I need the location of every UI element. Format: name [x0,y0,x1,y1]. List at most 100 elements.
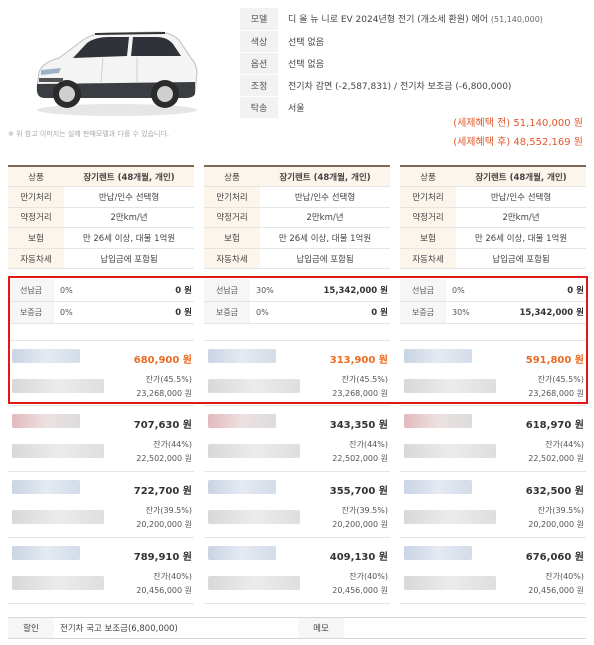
offer-row: 632,500 원 잔가(39.5%) 20,200,000 원 [400,472,586,538]
monthly-rent: 680,900 원 [133,354,192,366]
blurred-provider-name [208,378,300,393]
info-label: 자동차세 [204,248,260,270]
spec-label: 조정 [240,73,278,96]
info-label: 상품 [400,166,456,188]
image-disclaimer: ※ 위 참고 이미지는 실제 판매모델과 다를 수 있습니다. [8,130,170,138]
blurred-provider-logo [12,479,80,494]
residual-amount: 22,502,000 원 [136,453,192,463]
info-value: 장기렌트 (48개월, 개인) [260,166,390,188]
monthly-rent: 722,700 원 [133,485,192,497]
spec-label: 모델 [240,8,278,30]
info-value: 2만km/년 [260,207,390,229]
info-value: 반납/인수 선택형 [260,186,390,208]
monthly-rent: 409,130 원 [329,551,388,563]
deposit-amount: 0 원 [94,301,194,324]
offer-row: 591,800 원 잔가(45.5%) 23,268,000 원 [400,339,586,406]
monthly-rent: 313,900 원 [329,354,388,366]
blurred-provider-name [404,509,496,524]
info-value: 장기렌트 (48개월, 개인) [64,166,194,188]
blurred-provider-name [208,575,300,590]
prepay-label: 선납금 [8,279,54,302]
prepay-amount: 15,342,000 원 [290,279,390,302]
residual-amount: 23,268,000 원 [528,388,584,398]
info-label: 약정거리 [400,207,456,229]
residual-amount: 20,200,000 원 [528,519,584,529]
residual-amount: 22,502,000 원 [528,453,584,463]
quote-column-3: 상품 장기렌트 (48개월, 개인) 만기처리 반납/인수 선택형 약정거리 2만km… [400,165,586,604]
info-value: 반납/인수 선택형 [64,186,194,208]
deposit-table: 선납금 0% 0 원 보증금 30% 15,342,000 원 [400,279,586,324]
spec-value: 서울 [278,95,584,118]
spec-label: 옵션 [240,51,278,74]
blurred-provider-logo [208,348,276,363]
price-after-tax-benefit: (세제혜택 후) 48,552,169 원 [453,137,583,148]
spec-row-color: 색상 선택 없음 [240,29,584,52]
prepay-amount: 0 원 [486,279,586,302]
residual-amount: 20,200,000 원 [136,519,192,529]
info-label: 약정거리 [8,207,64,229]
residual-percent: 잔가(39.5%) [341,505,388,515]
deposit-table: 선납금 0% 0 원 보증금 0% 0 원 [8,279,194,324]
monthly-rent: 707,630 원 [133,419,192,431]
blurred-provider-name [208,443,300,458]
monthly-rent: 676,060 원 [525,551,584,563]
prepay-label: 선납금 [204,279,250,302]
residual-percent: 잔가(44%) [545,439,584,449]
blurred-provider-logo [12,413,80,428]
monthly-rent: 789,910 원 [133,551,192,563]
blurred-provider-logo [404,545,472,560]
spec-row-delivery: 탁송 서울 [240,95,584,118]
residual-percent: 잔가(39.5%) [537,505,584,515]
info-label: 자동차세 [8,248,64,270]
blurred-provider-name [12,443,104,458]
discount-value: 전기차 국고 보조금(6,800,000) [60,624,178,634]
price-before-tax-benefit: (세제혜택 전) 51,140,000 원 [453,118,583,129]
offer-row: 618,970 원 잔가(44%) 22,502,000 원 [400,406,586,472]
residual-percent: 잔가(44%) [153,439,192,449]
monthly-rent: 355,700 원 [329,485,388,497]
monthly-rent: 343,350 원 [329,419,388,431]
blurred-provider-logo [12,348,80,363]
info-label: 보험 [400,227,456,249]
blurred-provider-name [404,378,496,393]
deposit-table: 선납금 30% 15,342,000 원 보증금 0% 0 원 [204,279,390,324]
footer-table: 할인 전기차 국고 보조금(6,800,000) 메모 [8,617,586,639]
residual-amount: 20,456,000 원 [332,585,388,595]
blurred-provider-logo [404,479,472,494]
info-label: 만기처리 [8,186,64,208]
prepay-percent: 30% [250,279,290,302]
info-value: 2만km/년 [64,207,194,229]
info-label: 만기처리 [400,186,456,208]
spec-row-option: 옵션 선택 없음 [240,51,584,74]
offer-row: 343,350 원 잔가(44%) 22,502,000 원 [204,406,390,472]
offer-row: 789,910 원 잔가(40%) 20,456,000 원 [8,538,194,604]
blurred-provider-name [208,509,300,524]
spec-value: 디 올 뉴 니로 EV 2024년형 전기 (개소세 환원) 에어 [288,15,488,26]
deposit-percent: 30% [446,301,486,324]
info-value: 납입금에 포함됨 [260,248,390,270]
residual-percent: 잔가(44%) [349,439,388,449]
product-info-table: 상품 장기렌트 (48개월, 개인) 만기처리 반납/인수 선택형 약정거리 2만km… [400,165,586,270]
info-value: 만 26세 이상, 대물 1억원 [456,227,586,249]
blurred-provider-name [404,443,496,458]
spec-label: 탁송 [240,95,278,118]
spec-table: 모델 디 올 뉴 니로 EV 2024년형 전기 (개소세 환원) 에어 (51… [240,8,584,118]
residual-percent: 잔가(45.5%) [537,374,584,384]
offer-row: 313,900 원 잔가(45.5%) 23,268,000 원 [204,339,390,406]
blurred-provider-name [12,378,104,393]
residual-percent: 잔가(40%) [545,571,584,581]
offer-row: 722,700 원 잔가(39.5%) 20,200,000 원 [8,472,194,538]
info-value: 납입금에 포함됨 [64,248,194,270]
product-info-table: 상품 장기렌트 (48개월, 개인) 만기처리 반납/인수 선택형 약정거리 2만km… [204,165,390,270]
residual-percent: 잔가(39.5%) [145,505,192,515]
memo-label: 메모 [298,617,344,639]
residual-amount: 22,502,000 원 [332,453,388,463]
blurred-provider-logo [12,545,80,560]
monthly-rent: 618,970 원 [525,419,584,431]
spec-value: 선택 없음 [278,29,584,52]
offer-row: 676,060 원 잔가(40%) 20,456,000 원 [400,538,586,604]
info-value: 만 26세 이상, 대물 1억원 [64,227,194,249]
info-value: 장기렌트 (48개월, 개인) [456,166,586,188]
residual-amount: 20,456,000 원 [136,585,192,595]
blurred-provider-name [12,575,104,590]
